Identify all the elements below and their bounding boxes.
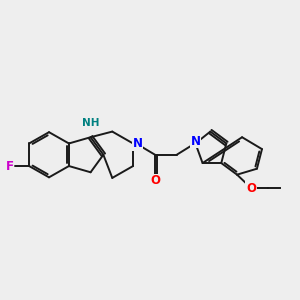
Text: NH: NH <box>82 118 99 128</box>
Text: O: O <box>246 182 256 194</box>
Text: N: N <box>133 137 142 150</box>
Text: N: N <box>190 135 200 148</box>
Text: O: O <box>150 174 160 188</box>
Text: F: F <box>5 160 14 172</box>
